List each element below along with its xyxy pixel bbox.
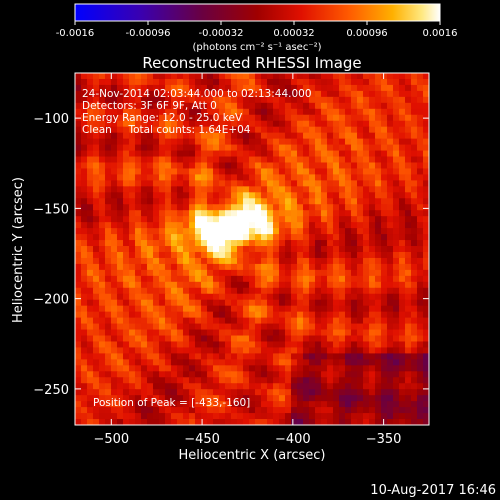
colorbar-tick-label: -0.0016 xyxy=(56,28,95,39)
annotation-time-range: 24-Nov-2014 02:03:44.000 to 02:13:44.000 xyxy=(82,88,312,100)
x-tick-label: −400 xyxy=(275,432,311,447)
annotation-clean-counts: Clean Total counts: 1.64E+04 xyxy=(82,124,251,136)
y-tick-label: −100 xyxy=(33,112,69,127)
x-tick-label: −450 xyxy=(184,432,220,447)
colorbar-unit-label: (photons cm⁻² s⁻¹ asec⁻²) xyxy=(192,42,321,53)
y-tick-label: −200 xyxy=(33,293,69,308)
heatmap-image xyxy=(75,73,429,425)
colorbar-tick-label: 0.00032 xyxy=(273,28,314,39)
x-tick-label: −500 xyxy=(93,432,129,447)
annotation-block: 24-Nov-2014 02:03:44.000 to 02:13:44.000… xyxy=(82,88,312,409)
plot-frame xyxy=(74,72,430,426)
x-axis-label: Heliocentric X (arcsec) xyxy=(179,448,326,463)
colorbar-gradient xyxy=(74,3,441,22)
annotation-detectors: Detectors: 3F 6F 9F, Att 0 xyxy=(82,100,217,112)
colorbar-tick-label: 0.0016 xyxy=(423,28,458,39)
timestamp: 10-Aug-2017 16:46 xyxy=(370,483,496,498)
y-axis-label: Heliocentric Y (arcsec) xyxy=(11,177,26,323)
x-tick-label: −350 xyxy=(366,432,402,447)
annotation-energy-range: Energy Range: 12.0 - 25.0 keV xyxy=(82,112,243,124)
y-tick-label: −150 xyxy=(33,202,69,217)
annotation-peak-position: Position of Peak = [-433,-160] xyxy=(93,397,250,409)
colorbar-tick-label: -0.00032 xyxy=(199,28,244,39)
colorbar: -0.0016 -0.00096 -0.00032 0.00032 0.00096 0.0… xyxy=(56,3,458,53)
y-tick-label: −250 xyxy=(33,383,69,398)
colorbar-tick-label: -0.00096 xyxy=(126,28,171,39)
chart-title: Reconstructed RHESSI Image xyxy=(142,54,361,72)
colorbar-tick-label: 0.00096 xyxy=(346,28,387,39)
